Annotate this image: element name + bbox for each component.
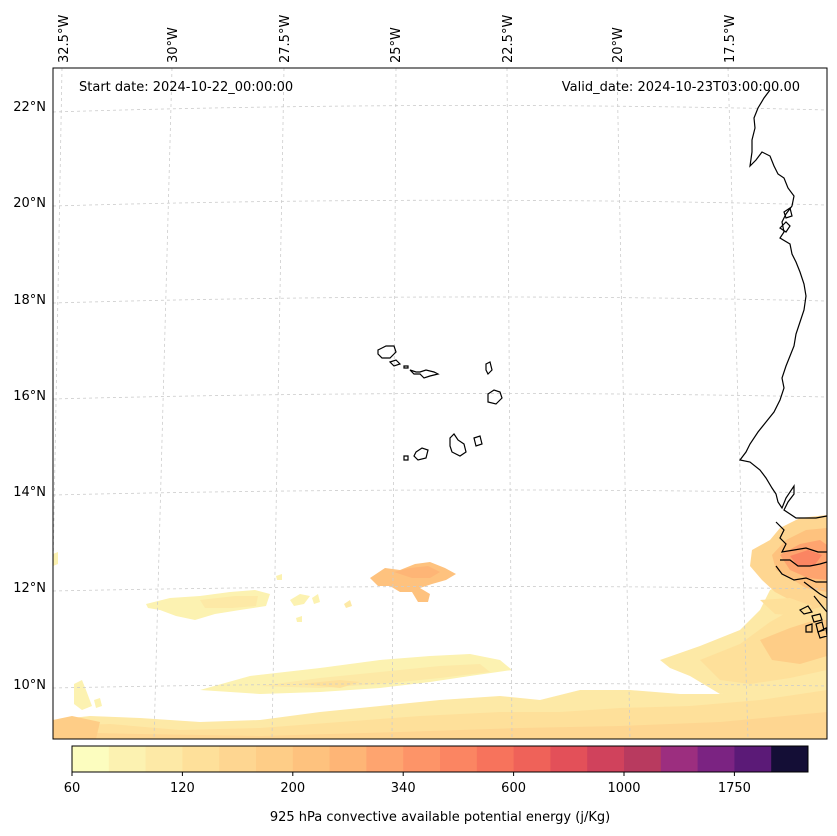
colorbar-tick-label: 1750 — [718, 781, 751, 796]
lon-label: 32.5°W — [57, 15, 72, 63]
gridline-27-5w — [271, 68, 285, 739]
colorbar-tick-label: 1000 — [607, 781, 640, 796]
longitude-labels: 32.5°W 30°W 27.5°W 25°W 22.5°W 20°W 17.5… — [57, 15, 738, 63]
gridline-10n — [53, 683, 827, 689]
island-sal — [485, 361, 493, 376]
gridline-25w — [391, 68, 397, 739]
coastlines — [738, 89, 827, 639]
lat-label: 14°N — [13, 485, 46, 500]
island-maio — [473, 435, 483, 447]
lat-label: 12°N — [13, 581, 46, 596]
colorbar-segment — [697, 746, 735, 772]
colorbar-segment — [329, 746, 367, 772]
colorbar-segment — [476, 746, 515, 772]
gridline-14n — [53, 489, 827, 496]
colorbar-segment — [145, 746, 183, 772]
cape-field — [53, 515, 827, 739]
african-coastline — [738, 89, 827, 519]
lon-label: 22.5°W — [501, 15, 516, 63]
lat-label: 18°N — [13, 293, 46, 308]
gridline-20n — [53, 199, 827, 207]
colorbar-segment — [771, 746, 809, 772]
colorbar-tick-label: 60 — [64, 781, 81, 796]
island-fogo — [413, 447, 429, 461]
start-date-label: Start date: 2024-10-22_00:00:00 — [79, 80, 293, 95]
graticule — [53, 68, 827, 739]
lon-label: 25°W — [389, 27, 404, 63]
lat-label: 22°N — [13, 100, 46, 115]
colorbar-segment — [219, 746, 257, 772]
colorbar-segment — [550, 746, 588, 772]
colorbar-border — [71, 745, 809, 773]
map-border — [52, 67, 828, 740]
colorbar-tick-label: 120 — [170, 781, 195, 796]
colorbar-segment — [403, 746, 441, 772]
lon-label: 30°W — [166, 27, 181, 63]
colorbar-segment — [366, 746, 404, 772]
colorbar-segment — [182, 746, 220, 772]
lon-label: 17.5°W — [723, 15, 738, 63]
island-boa-vista — [487, 389, 503, 405]
colorbar-segment — [108, 746, 147, 772]
island-santo-antao — [377, 345, 397, 359]
colorbar-segment — [660, 746, 699, 772]
colorbar-segment — [292, 746, 331, 772]
gridline-30w — [153, 68, 173, 739]
island-sao-nicolau — [409, 369, 440, 379]
colorbar-segment — [256, 746, 294, 772]
colorbar-segment — [734, 746, 772, 772]
gridline-16n — [53, 393, 827, 400]
colorbar: 60 120 200 340 600 1000 1750 — [64, 745, 809, 796]
island-brava — [403, 455, 409, 461]
gridline-20w — [616, 68, 631, 739]
colorbar-segment — [587, 746, 625, 772]
colorbar-segment — [624, 746, 662, 772]
colorbar-tick-label: 200 — [280, 781, 305, 796]
island-santiago — [449, 433, 467, 457]
colorbar-segment — [440, 746, 478, 772]
gridline-18n — [53, 296, 827, 304]
gridline-12n — [53, 586, 827, 592]
lon-label: 27.5°W — [278, 15, 293, 63]
latitude-labels: 22°N 20°N 18°N 16°N 14°N 12°N 10°N — [13, 100, 46, 693]
gridline-22-5w — [506, 68, 513, 739]
colorbar-segment — [72, 746, 110, 772]
lon-label: 20°W — [611, 27, 626, 63]
cabo-verde-islands — [377, 345, 503, 461]
colorbar-tick-label: 340 — [391, 781, 416, 796]
colorbar-segment — [513, 746, 551, 772]
map-area — [53, 68, 827, 739]
gridline-22n — [53, 105, 827, 113]
lat-label: 10°N — [13, 678, 46, 693]
lat-label: 16°N — [13, 389, 46, 404]
gridline-17-5w — [727, 68, 749, 739]
lat-label: 20°N — [13, 196, 46, 211]
colorbar-tick-label: 600 — [501, 781, 526, 796]
island-sao-vicente — [388, 359, 402, 367]
valid-date-label: Valid_date: 2024-10-23T03:00:00.00 — [562, 80, 800, 95]
colorbar-label: 925 hPa convective available potential e… — [270, 810, 610, 825]
island-santa-luzia — [403, 365, 409, 369]
